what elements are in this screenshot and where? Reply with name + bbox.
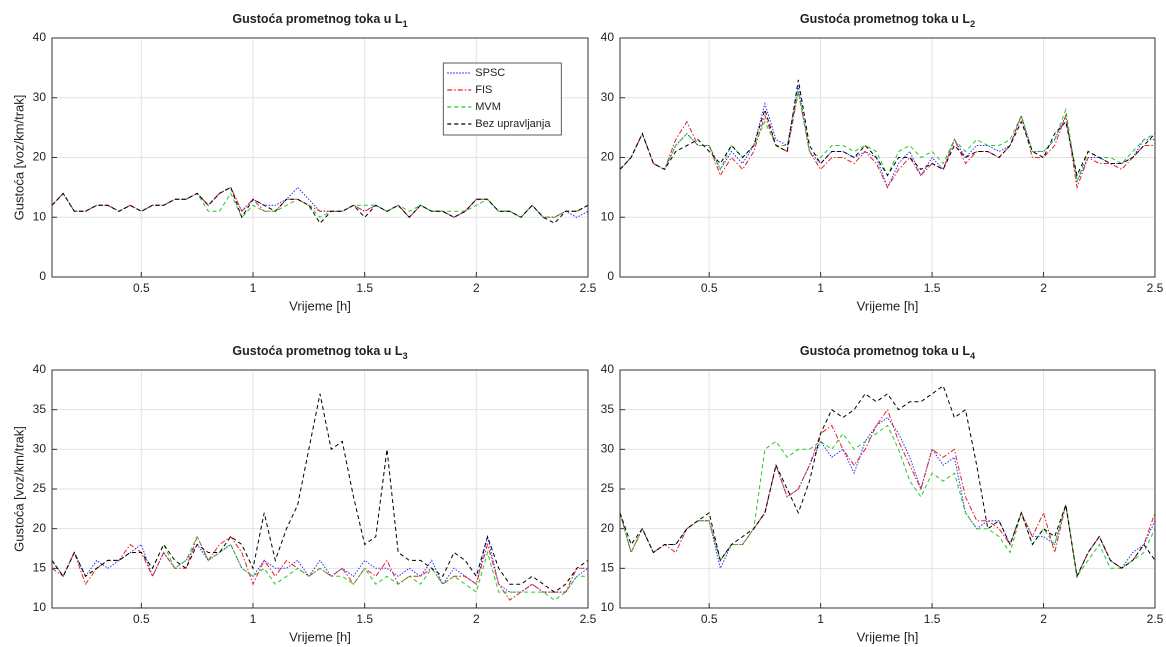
legend-label: FIS <box>475 84 492 96</box>
y-tick-label: 20 <box>601 521 615 535</box>
x-axis-label: Vrijeme [h] <box>857 298 919 313</box>
legend: SPSC FIS MVM Bez upravljanja <box>442 62 562 136</box>
y-tick-label: 30 <box>601 442 615 456</box>
y-tick-label: 20 <box>601 150 615 164</box>
x-tick-label: 1.5 <box>924 612 941 626</box>
y-tick-label: 30 <box>33 90 47 104</box>
series-line <box>51 186 589 219</box>
y-tick-label: 30 <box>601 90 615 104</box>
axes-box <box>51 37 589 278</box>
series-line <box>619 91 1155 190</box>
x-tick-label: 0.5 <box>133 281 150 295</box>
y-tick-label: 10 <box>601 600 615 614</box>
subplot: 0 10 20 30 40 0.5 1 1.5 2 2.5 Gustoća prometnog to… <box>601 12 1164 313</box>
x-tick-label: 1.5 <box>356 281 373 295</box>
legend-label: SPSC <box>475 67 505 79</box>
chart-title: Gustoća prometnog toka u L4 <box>800 344 975 361</box>
title-text: Gustoća prometnog toka u L <box>232 344 403 358</box>
y-tick-label: 10 <box>33 600 47 614</box>
y-tick-label: 0 <box>39 269 46 283</box>
title-text: Gustoća prometnog toka u L <box>800 12 971 26</box>
y-tick-label: 10 <box>33 209 47 223</box>
x-tick-label: 2 <box>473 281 480 295</box>
x-tick-label: 1 <box>250 612 257 626</box>
y-axis-label: Gustoća [voz/km/trak] <box>11 426 26 552</box>
y-tick-label: 35 <box>33 402 47 416</box>
y-tick-label: 0 <box>607 269 614 283</box>
x-tick-label: 1.5 <box>356 612 373 626</box>
x-tick-label: 2 <box>1040 612 1047 626</box>
y-tick-label: 25 <box>33 481 47 495</box>
y-tick-label: 15 <box>601 561 615 575</box>
y-tick-label: 40 <box>601 362 615 376</box>
y-tick-label: 15 <box>33 561 47 575</box>
title-subscript: 1 <box>403 19 408 29</box>
y-tick-label: 35 <box>601 402 615 416</box>
x-axis-label: Vrijeme [h] <box>289 298 351 313</box>
series-line <box>619 385 1156 578</box>
legend-label: MVM <box>475 101 501 113</box>
x-tick-label: 1.5 <box>924 281 941 295</box>
subplot: 10 15 20 25 30 35 40 0.5 1 1.5 2 2.5 Gustoća prometn… <box>11 344 596 644</box>
y-tick-label: 30 <box>33 442 47 456</box>
y-tick-label: 20 <box>33 150 47 164</box>
legend-label: Bez upravljanja <box>475 118 551 130</box>
title-subscript: 4 <box>970 351 975 361</box>
axes-box <box>619 369 1156 609</box>
y-axis-label: Gustoća [voz/km/trak] <box>11 95 26 221</box>
subplot: 10 15 20 25 30 35 40 0.5 1 1.5 2 2.5 Gustoća prometn… <box>601 344 1164 644</box>
x-tick-label: 0.5 <box>133 612 150 626</box>
x-tick-label: 2.5 <box>1147 281 1164 295</box>
y-tick-label: 20 <box>33 521 47 535</box>
series-line <box>619 424 1156 578</box>
title-subscript: 2 <box>970 19 975 29</box>
chart-title: Gustoća prometnog toka u L1 <box>232 12 407 29</box>
chart-title: Gustoća prometnog toka u L3 <box>232 344 407 361</box>
x-tick-label: 2 <box>1040 281 1047 295</box>
axes-box <box>51 369 589 609</box>
x-tick-label: 0.5 <box>701 612 718 626</box>
series-line <box>619 79 1156 177</box>
x-axis-label: Vrijeme [h] <box>857 629 919 644</box>
title-text: Gustoća prometnog toka u L <box>800 344 971 358</box>
y-tick-label: 10 <box>601 209 615 223</box>
x-tick-label: 1 <box>250 281 257 295</box>
legend-box <box>442 62 562 136</box>
x-tick-label: 1 <box>817 281 824 295</box>
y-tick-label: 40 <box>33 30 47 44</box>
x-tick-label: 1 <box>817 612 824 626</box>
y-tick-label: 40 <box>33 362 47 376</box>
title-text: Gustoća prometnog toka u L <box>232 12 403 26</box>
y-tick-label: 40 <box>601 30 615 44</box>
x-axis-label: Vrijeme [h] <box>289 629 351 644</box>
chart-title: Gustoća prometnog toka u L2 <box>800 12 975 29</box>
title-subscript: 3 <box>403 351 408 361</box>
x-tick-label: 2.5 <box>580 281 597 295</box>
series-line <box>51 393 589 593</box>
x-tick-label: 2 <box>473 612 480 626</box>
x-tick-label: 2.5 <box>1147 612 1164 626</box>
subplot: 0 10 20 30 40 0.5 1 1.5 2 2.5 Gustoća prometnog to… <box>11 12 596 313</box>
axes-box <box>619 37 1156 278</box>
x-tick-label: 0.5 <box>701 281 718 295</box>
series-line <box>51 192 589 219</box>
y-tick-label: 25 <box>601 481 615 495</box>
x-tick-label: 2.5 <box>580 612 597 626</box>
